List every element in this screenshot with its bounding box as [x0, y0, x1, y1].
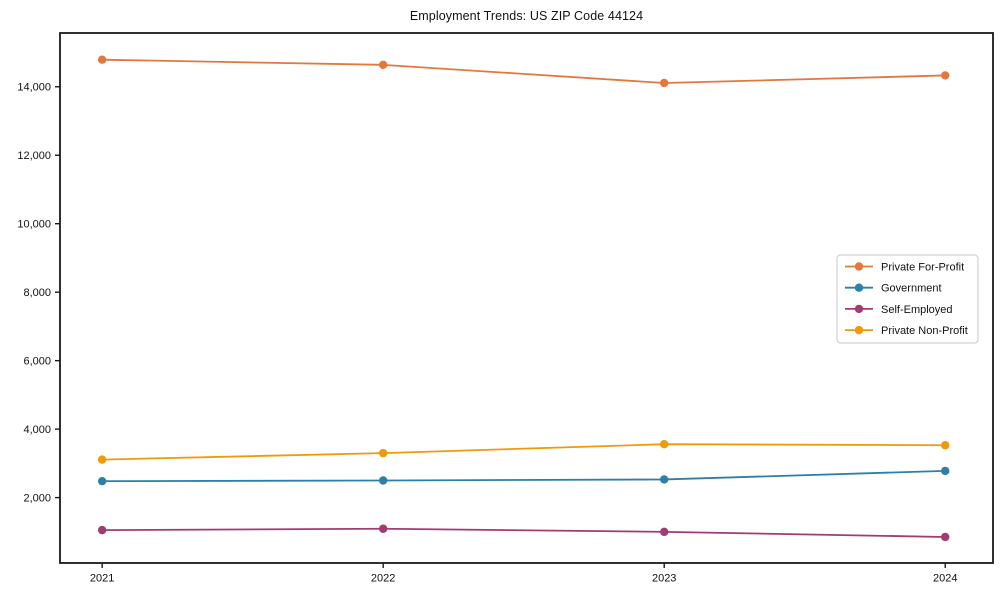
x-tick-label: 2022 [371, 573, 395, 585]
data-point-marker-private-for-profit [97, 55, 107, 64]
legend-entry-label-government: Government [881, 283, 942, 295]
data-point-marker-self-employed [97, 525, 107, 535]
data-point-marker-government [97, 476, 107, 486]
plot-border [59, 32, 994, 564]
data-point-marker-private-non-profit [941, 441, 950, 450]
data-point-marker-private-non-profit [378, 448, 388, 458]
data-point-marker-private-for-profit [660, 78, 669, 88]
y-tick-label: 14,000 [17, 82, 51, 94]
x-tick-label: 2024 [933, 573, 957, 585]
legend-marker-icon-private-for-profit [854, 262, 864, 271]
legend-marker-icon-government [854, 283, 864, 292]
data-point-marker-private-for-profit [378, 60, 388, 70]
y-tick-label: 12,000 [17, 150, 51, 162]
y-tick-label: 2,000 [23, 492, 51, 504]
data-point-marker-private-non-profit [97, 455, 107, 464]
data-point-marker-self-employed [941, 532, 950, 542]
series-line-private-non-profit [102, 443, 946, 461]
series-line-government [102, 470, 946, 483]
series-line-self-employed [102, 527, 946, 538]
legend-marker-icon-self-employed [854, 304, 864, 314]
data-point-marker-self-employed [660, 527, 669, 537]
legend-marker-icon-private-non-profit [854, 325, 864, 335]
data-point-marker-government [941, 466, 950, 476]
data-point-marker-government [378, 476, 388, 485]
series-line-private-for-profit [102, 58, 946, 84]
data-point-marker-government [660, 475, 669, 484]
y-tick-label: 4,000 [23, 424, 51, 436]
x-tick-label: 2023 [652, 573, 676, 585]
legend-box [836, 254, 979, 344]
y-tick-label: 6,000 [23, 355, 51, 367]
legend-entry-label-private-for-profit: Private For-Profit [881, 261, 964, 273]
y-tick-label: 10,000 [17, 219, 51, 231]
x-tick-label: 2021 [90, 573, 114, 585]
y-tick-label: 8,000 [23, 287, 51, 299]
legend-entry-label-self-employed: Self-Employed [881, 304, 953, 316]
chart-title: Employment Trends: US ZIP Code 44124 [409, 9, 644, 23]
legend-entry-label-private-non-profit: Private Non-Profit [881, 325, 968, 337]
data-point-marker-self-employed [378, 524, 388, 533]
data-point-marker-private-non-profit [660, 439, 669, 449]
data-point-marker-private-for-profit [941, 71, 950, 80]
